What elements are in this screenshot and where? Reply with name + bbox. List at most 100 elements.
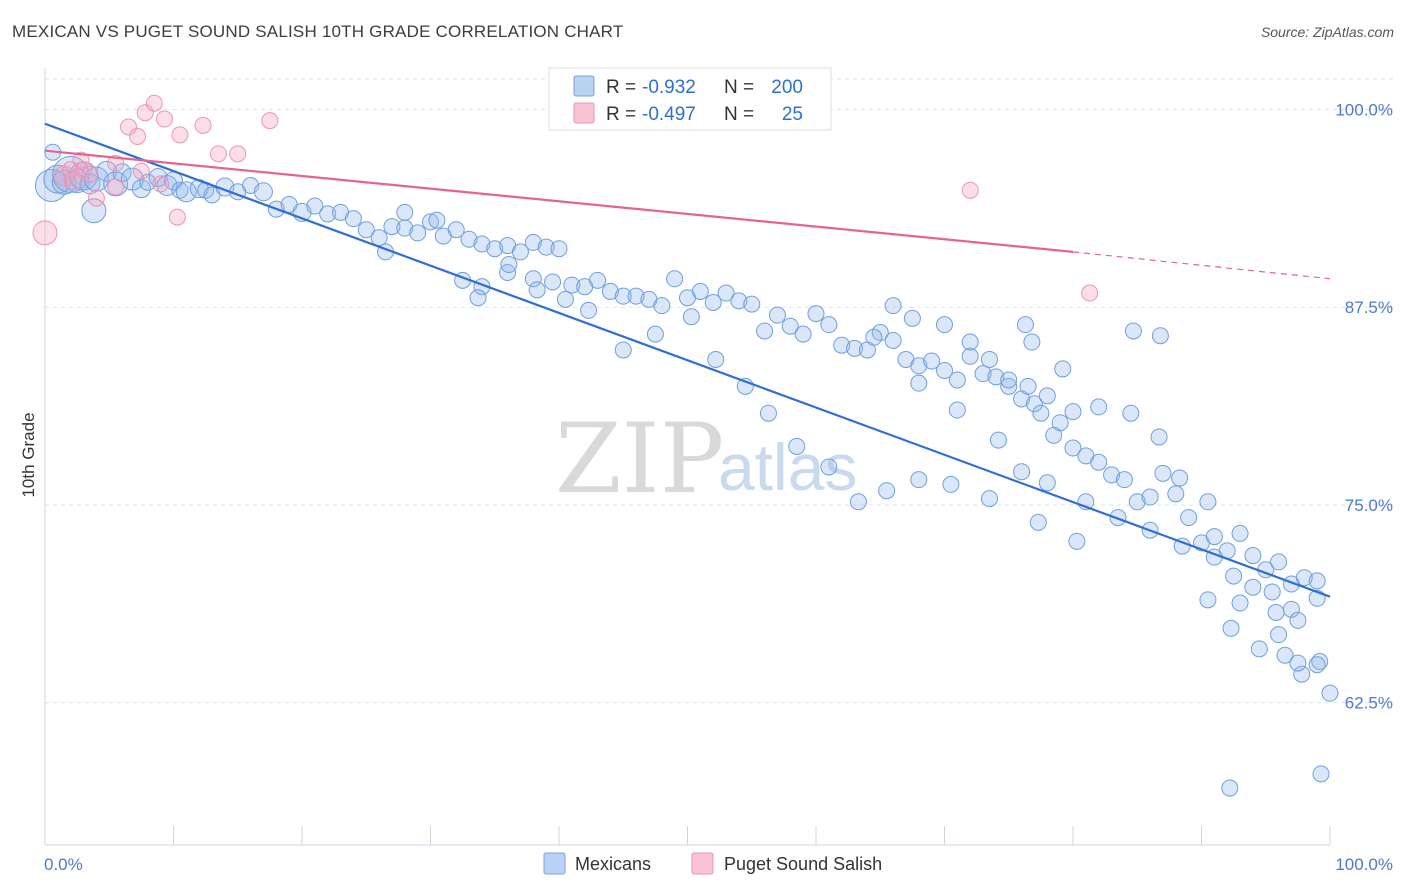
mexicans-point (1222, 619, 1240, 637)
bottom-legend-swatch-mexicans (543, 852, 566, 875)
legend-n-value-1: 200 (771, 77, 803, 98)
mexicans-point (759, 404, 777, 422)
mexicans-point (653, 297, 671, 315)
mexicans-point (1321, 684, 1339, 702)
mexicans-point (1167, 485, 1185, 503)
mexicans-point (524, 270, 542, 288)
mexicans-point (1025, 395, 1043, 413)
y-axis-label: 10th Grade (19, 412, 38, 497)
puget-point (194, 116, 212, 134)
mexicans-point (948, 371, 966, 389)
mexicans-point (1016, 316, 1034, 334)
mexicans-point (1311, 653, 1329, 671)
bottom-legend: Mexicans Puget Sound Salish (543, 852, 882, 875)
mexicans-point (936, 362, 953, 380)
puget-point (152, 175, 170, 193)
mexicans-point (833, 336, 851, 354)
mexicans-point (524, 233, 542, 251)
mexicans-point (1205, 528, 1223, 546)
mexicans-point (1295, 569, 1313, 587)
mexicans-point (849, 493, 867, 511)
mexicans-point (707, 350, 725, 368)
axes (44, 68, 1331, 846)
puget-point (132, 162, 150, 180)
mexicans-point (717, 284, 735, 302)
mexicans-point (500, 256, 518, 274)
puget-point (120, 118, 138, 136)
gridlines (45, 78, 1393, 704)
mexicans-point (580, 301, 598, 319)
y-tick-label-1: 87.5% (1345, 298, 1393, 317)
watermark-atlas: atlas (718, 430, 857, 504)
puget-point (136, 104, 154, 122)
puget-point (107, 178, 125, 196)
puget-point (168, 208, 186, 226)
bottom-legend-swatch-puget (691, 852, 714, 875)
mexicans-point (383, 218, 401, 236)
mexicans-point (1199, 591, 1217, 609)
x-tick-label-left: 0.0% (44, 855, 83, 874)
mexicans-point (781, 317, 799, 335)
mexicans-point (409, 224, 427, 242)
mexicans-point (807, 305, 825, 323)
mexicans-point (81, 198, 107, 224)
mexicans-point (980, 490, 998, 508)
mexicans-point (936, 316, 953, 334)
mexicans-point (563, 276, 581, 294)
puget-point (171, 126, 189, 144)
watermark-zip: ZIP (555, 403, 724, 515)
mexicans-point (486, 240, 504, 258)
watermark: ZIP atlas (555, 403, 857, 515)
puget-point (145, 94, 163, 112)
mexicans-point (756, 322, 774, 340)
mexicans-point (1013, 463, 1031, 481)
puget-point (229, 145, 247, 163)
mexicans-point (646, 325, 664, 343)
mexicans-point (1038, 387, 1056, 405)
mexicans-point (64, 168, 90, 194)
mexicans-point (974, 365, 992, 383)
bottom-legend-puget: Puget Sound Salish (724, 854, 882, 874)
mexicans-point (396, 203, 414, 221)
puget-point (209, 145, 227, 163)
mexicans-point (1308, 572, 1326, 590)
mexicans-point (1276, 646, 1294, 664)
mexicans-point (306, 197, 324, 215)
mexicans-point (1221, 779, 1239, 797)
mexicans-point (1231, 594, 1249, 612)
mexicans-point (1064, 403, 1082, 421)
mexicans-point (1270, 553, 1288, 571)
mexicans-point (910, 471, 928, 489)
mexicans-point (344, 210, 362, 228)
y-tick-label-3: 62.5% (1345, 694, 1393, 713)
mexicans-point (1115, 471, 1133, 489)
legend-n-label-1: N = (724, 77, 754, 98)
mexicans-point (691, 282, 709, 300)
mexicans-point (469, 289, 487, 307)
mexicans-point (148, 168, 168, 188)
mexicans-point (537, 238, 555, 256)
mexicans-point (884, 297, 902, 315)
legend-box (548, 67, 832, 131)
mexicans-point (139, 173, 157, 191)
mexicans-point (544, 273, 562, 291)
mexicans-point (1289, 654, 1307, 672)
mexicans-point (1019, 377, 1037, 395)
puget-point (156, 110, 174, 128)
mexicans-point (1171, 469, 1189, 487)
mexicans-point (666, 270, 684, 288)
mexicans-point (903, 309, 921, 327)
legend: R = -0.932 N = 200 R = -0.497 N = 25 (548, 67, 832, 131)
mexicans-point (319, 205, 337, 223)
y-tick-labels: 100.0% 87.5% 75.0% 62.5% (1335, 101, 1393, 713)
mexicans-point (1150, 428, 1168, 446)
mexicans-point (447, 221, 465, 239)
mexicans-point (820, 316, 838, 334)
puget-point (129, 127, 147, 145)
puget-point (81, 165, 99, 183)
mexicans-point (1250, 640, 1268, 658)
mexicans-point (1122, 404, 1140, 422)
puget-point (961, 181, 979, 199)
legend-r-value-1: -0.932 (642, 77, 696, 98)
